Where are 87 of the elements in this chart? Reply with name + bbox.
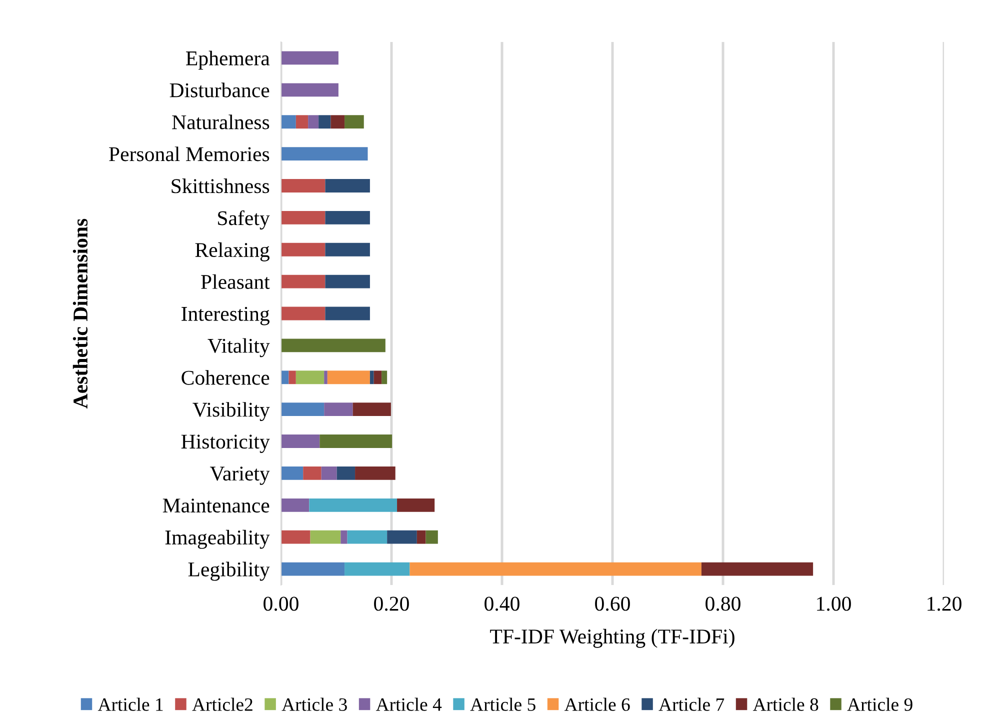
x-tick-label: 1.00 [817,596,851,611]
bar [336,466,356,480]
bar [344,562,410,576]
legend-label: Article 6 [564,698,630,711]
x-tick-label: 0.80 [706,596,740,611]
legend-label: Article 4 [376,698,442,711]
x-tick-label: 0.40 [484,596,520,611]
bar [281,51,338,65]
y-tick-label: Legibility [188,562,270,581]
bar [325,242,370,256]
bar [281,179,326,192]
x-tick-label: 0.60 [595,596,630,611]
bar [281,370,289,384]
bar [355,466,396,480]
bar [308,115,319,129]
y-tick-label: Disturbance [170,82,270,98]
bar [325,306,370,320]
y-tick-label: Coherence [182,370,270,385]
legend-label: Article2 [192,698,252,711]
bar [310,530,341,544]
bar [281,530,310,544]
legend-label: Article 3 [282,698,347,711]
y-tick-label: Skittishness [172,178,270,194]
bar [281,498,310,512]
bar [281,274,326,288]
y-tick-label: Naturalness [172,114,270,130]
bar [330,115,345,129]
legend-label: Article 7 [658,698,724,711]
y-tick-label: Personal Memories [109,146,270,162]
bar [347,530,388,544]
y-tick-label: Interesting [182,306,270,326]
y-tick-label: Variety [210,466,270,485]
y-tick-label: Maintenance [162,498,270,513]
bar [320,434,392,448]
bar [281,306,326,320]
bar [281,402,324,416]
bar [701,562,814,576]
bar [426,530,438,544]
y-tick-label: Historicity [181,434,270,453]
bar [370,370,374,384]
bar [340,530,348,544]
y-tick-label: Safety [218,210,270,230]
bar [318,115,331,129]
x-axis-title: TF-IDF Weighting (TF-IDFi) [490,628,734,648]
bar [327,370,370,384]
bar [321,466,337,480]
y-tick-label: Relaxing [195,242,270,262]
bar [324,370,328,384]
bar [416,530,426,544]
legend-label: Article 5 [470,698,536,711]
bar [325,210,370,224]
x-tick-label: 0.00 [264,596,298,611]
bar [325,179,370,192]
bar [382,370,388,384]
y-tick-label: Imageability [165,530,270,549]
bar [281,210,326,224]
bar [309,498,398,512]
y-axis-title: Aesthetic Dimensions [72,218,88,408]
bar [303,466,322,480]
bar [344,115,364,129]
legend-label: Article 8 [752,698,818,711]
y-tick-label: Pleasant [201,274,270,289]
bar [281,83,338,97]
bar [397,498,435,512]
x-tick-label: 1.20 [928,596,962,611]
bar [296,115,308,129]
bar [324,402,353,416]
bar [281,242,326,256]
bar [296,370,324,384]
bar [281,147,368,160]
x-tick-label: 0.20 [374,596,409,611]
y-tick-label: Ephemera [186,50,270,70]
bar [352,402,391,416]
y-tick-label: Vitality [208,338,270,358]
bar [281,562,345,576]
bar [281,338,386,352]
bar [410,562,702,576]
bar [288,370,296,384]
bar [281,466,304,480]
bar [281,115,296,129]
bar [387,530,417,544]
legend-label: Article 1 [98,698,163,711]
bar [281,434,320,448]
bar [325,274,370,288]
bar [374,370,382,384]
legend-label: Article 9 [847,698,912,711]
y-tick-label: Visibility [192,402,270,422]
